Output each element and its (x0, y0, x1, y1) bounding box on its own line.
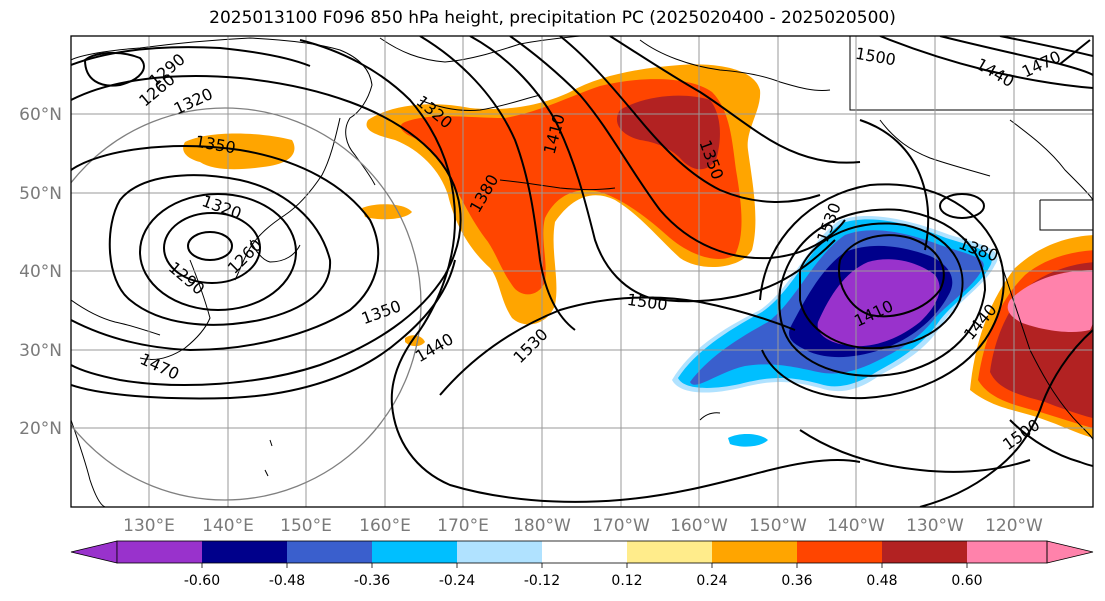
map-title: 2025013100 F096 850 hPa height, precipit… (209, 8, 896, 28)
height-contours (71, 36, 1093, 507)
lon-label: 170°W (592, 516, 650, 536)
lat-label: 50°N (19, 184, 62, 204)
colorbar-tick: -0.60 (184, 573, 220, 589)
precip-patch-orange (183, 133, 295, 170)
colorbar-segment (797, 541, 882, 563)
precip-neg-purple (817, 259, 940, 347)
lat-label: 40°N (19, 262, 62, 282)
colorbar-tick: -0.48 (269, 573, 305, 589)
lon-label: 180°W (513, 516, 571, 536)
colorbar-segment (372, 541, 457, 563)
colorbar-tick: 0.60 (951, 573, 982, 589)
lon-label: 140°W (827, 516, 885, 536)
lat-labels: 60°N 50°N 40°N 30°N 20°N (19, 105, 62, 439)
lon-labels: 130°E 140°E 150°E 160°E 170°E 180°W 170°… (123, 516, 1043, 536)
colorbar-segment (712, 541, 797, 563)
colorbar-tick: 0.12 (611, 573, 642, 589)
lat-label: 60°N (19, 105, 62, 125)
precip-east-pink (1007, 270, 1093, 332)
colorbar-segment (967, 541, 1047, 563)
lon-label: 160°E (359, 516, 411, 536)
lon-label: 160°W (670, 516, 728, 536)
lon-label: 140°E (202, 516, 254, 536)
colorbar-tick: -0.12 (524, 573, 560, 589)
colorbar-extend-low (70, 540, 118, 564)
colorbar-tick: 0.48 (866, 573, 897, 589)
lon-label: 150°W (749, 516, 807, 536)
lon-label: 170°E (437, 516, 489, 536)
colorbar-segment (457, 541, 542, 563)
precip-neg-pale (728, 434, 768, 447)
colorbar: -0.60 -0.48 -0.36 -0.24 -0.12 0.12 0.24 … (70, 540, 1094, 589)
colorbar-tick: 0.36 (781, 573, 812, 589)
colorbar-extend-high (1046, 540, 1094, 564)
lon-label: 130°E (123, 516, 175, 536)
colorbar-tick: 0.24 (696, 573, 727, 589)
lon-label: 120°W (985, 516, 1043, 536)
colorbar-segment (117, 541, 202, 563)
map-frame (70, 35, 1094, 508)
colorbar-segment (882, 541, 967, 563)
lat-label: 30°N (19, 341, 62, 361)
colorbar-segment (202, 541, 287, 563)
colorbar-segment (542, 541, 627, 563)
lon-label: 130°W (906, 516, 964, 536)
lon-label: 150°E (280, 516, 332, 536)
colorbar-tick: -0.36 (354, 573, 390, 589)
colorbar-segment (287, 541, 372, 563)
colorbar-tick: -0.24 (439, 573, 475, 589)
lat-label: 20°N (19, 419, 62, 439)
colorbar-segment (627, 541, 712, 563)
